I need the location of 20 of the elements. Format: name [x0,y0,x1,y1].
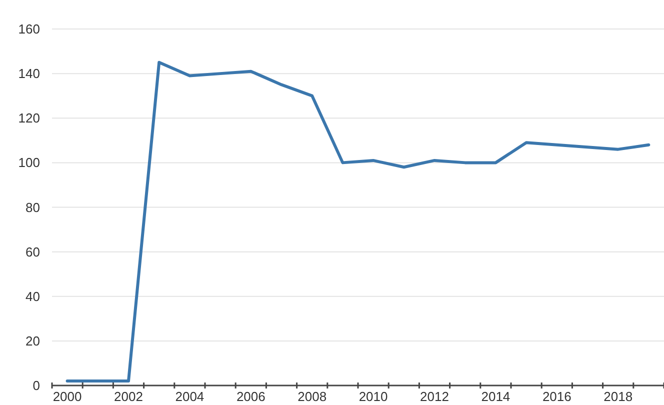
x-tick-label: 2018 [604,389,633,404]
y-tick-label: 0 [32,378,40,394]
x-tick-label: 2008 [298,389,327,404]
x-tick-label: 2000 [52,389,82,404]
x-tick-label: 2014 [481,389,510,404]
x-tick-label: 2016 [542,389,572,404]
x-tick-label: 2006 [236,389,266,404]
y-tick-label: 120 [18,110,40,126]
y-tick-label: 40 [26,288,40,304]
line-series [66,60,650,383]
y-tick-label: 80 [26,200,40,215]
x-tick-label: 2012 [420,389,449,404]
y-tick-label: 100 [18,155,40,170]
y-tick-label: 140 [18,66,40,82]
x-tick-label: 2010 [358,389,388,404]
x-tick-label: 2004 [175,389,204,404]
x-tick-label: 2002 [114,389,143,404]
y-tick-label: 20 [26,333,40,348]
y-tick-label: 60 [26,244,40,260]
y-tick-label: 160 [18,22,40,37]
